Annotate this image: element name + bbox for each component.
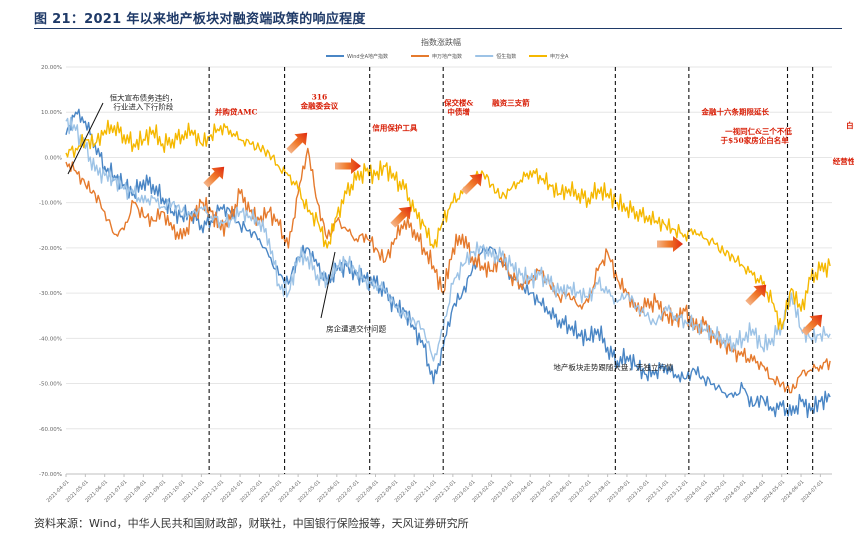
trend-arrow-icon [461, 173, 483, 195]
y-tick-label: -30.00% [39, 291, 62, 297]
annotation-text: 金融十六条期限延长 [701, 106, 770, 116]
trend-arrow-icon [657, 236, 683, 252]
annotation-text: 房企遭遇交付问题 [326, 324, 386, 334]
annotation-text: 保交楼& [443, 97, 473, 107]
y-tick-label: -70.00% [39, 472, 62, 478]
y-tick-label: -20.00% [39, 246, 62, 252]
y-tick-label: -10.00% [39, 201, 62, 207]
annotation-text: 融资三支箭 [492, 97, 530, 107]
annotation-text: 金融委会议 [300, 101, 339, 111]
annotation-text: 316 [312, 93, 328, 102]
annotation-text: 于$50家房企白名单 [721, 135, 790, 145]
y-tick-label: -40.00% [39, 336, 62, 342]
chart-svg: 指数涨跌幅 Wind全A地产指数 申万地产指数 恒生指数 申万全A -70.00% -6… [39, 37, 854, 504]
chart-title: 指数涨跌幅 [421, 37, 461, 47]
title-rule [34, 28, 842, 29]
series-line [65, 108, 831, 419]
trend-arrow-icon [801, 314, 823, 336]
series-line [65, 119, 831, 330]
trend-arrow-icon [745, 284, 767, 306]
trend-arrow-icon [203, 166, 225, 188]
source-note: 资料来源：Wind，中华人民共和国财政部，财联社，中国银行保险报等，天风证券研究… [34, 517, 469, 530]
y-tick-label: 20.00% [41, 65, 62, 71]
annotation-leader-delivery [320, 251, 336, 319]
trend-arrow-icon [286, 132, 308, 154]
series-line [65, 116, 831, 362]
trend-arrow-icon [390, 206, 412, 228]
annotation-text: 中债增 [447, 106, 470, 116]
annotation-text: 一视同仁&三个不低 [725, 126, 792, 136]
y-tick-label: 0.00% [45, 155, 62, 161]
y-tick-label: 10.00% [41, 110, 62, 116]
trend-arrows [203, 132, 823, 336]
annotation-text: 并购贷AMC [215, 106, 258, 116]
annotation-leader-evergrande [67, 102, 104, 175]
policy-markers [208, 67, 814, 474]
y-tick-label: -50.00% [39, 382, 62, 388]
annotation-text: 信用保护工具 [372, 122, 417, 132]
annotation-text: 地产板块走势跟随大盘，无独立行情 [553, 362, 673, 372]
legend: Wind全A地产指数 申万地产指数 恒生指数 申万全A [326, 53, 569, 60]
series-lines [65, 108, 831, 419]
legend-label: 申万地产指数 [432, 53, 462, 60]
trend-arrow-icon [335, 158, 361, 174]
series-line [65, 147, 831, 394]
figure-title: 图 21：2021 年以来地产板块对融资端政策的响应程度 [34, 12, 366, 27]
legend-label: 申万全A [550, 53, 569, 60]
annotation-text: 白名单落地 [846, 120, 854, 130]
x-axis: 2021-04-012021-05-012021-06-012021-07-01… [46, 473, 832, 504]
y-axis: -70.00% -60.00% -50.00% -40.00% -30.00% -20.0… [39, 65, 62, 478]
y-tick-label: -60.00% [39, 427, 62, 433]
annotation-text: 经营性物业贷 [833, 156, 854, 166]
legend-label: 恒生指数 [496, 53, 516, 60]
annotation-text: 恒大宣布债务违约， [110, 92, 178, 102]
grid [66, 66, 832, 475]
annotation-text: 行业进入下行阶段 [113, 102, 173, 112]
legend-label: Wind全A地产指数 [347, 53, 388, 60]
